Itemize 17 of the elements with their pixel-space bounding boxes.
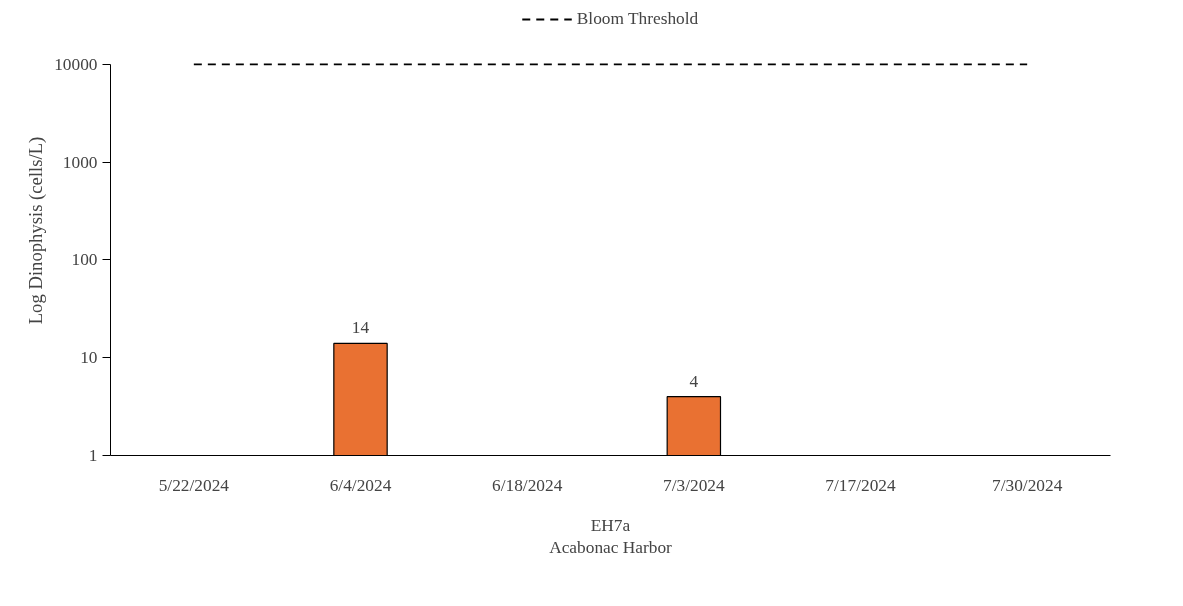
x-tick-label: 7/30/2024: [992, 475, 1063, 495]
x-tick-label: 7/3/2024: [663, 475, 725, 495]
x-tick-label: 6/4/2024: [329, 475, 392, 495]
data-label: 4: [689, 371, 699, 391]
y-tick-label: 1000: [62, 152, 98, 172]
y-axis-title: Log Dinophysis (cells/L): [25, 136, 48, 325]
x-axis-title: EH7a: [590, 515, 631, 535]
x-tick-label: 6/18/2024: [492, 475, 563, 495]
x-tick-label: 5/22/2024: [158, 475, 230, 495]
y-tick-label: 1: [88, 446, 98, 465]
y-tick-label: 10: [80, 348, 98, 368]
legend-label: Bloom Threshold: [576, 9, 699, 29]
y-tick-label: 10000: [54, 54, 98, 74]
x-tick-label: 7/17/2024: [825, 475, 896, 495]
y-tick-label: 100: [71, 250, 98, 270]
data-label: 14: [351, 318, 370, 338]
text: Acabonac Harbor: [549, 537, 673, 557]
